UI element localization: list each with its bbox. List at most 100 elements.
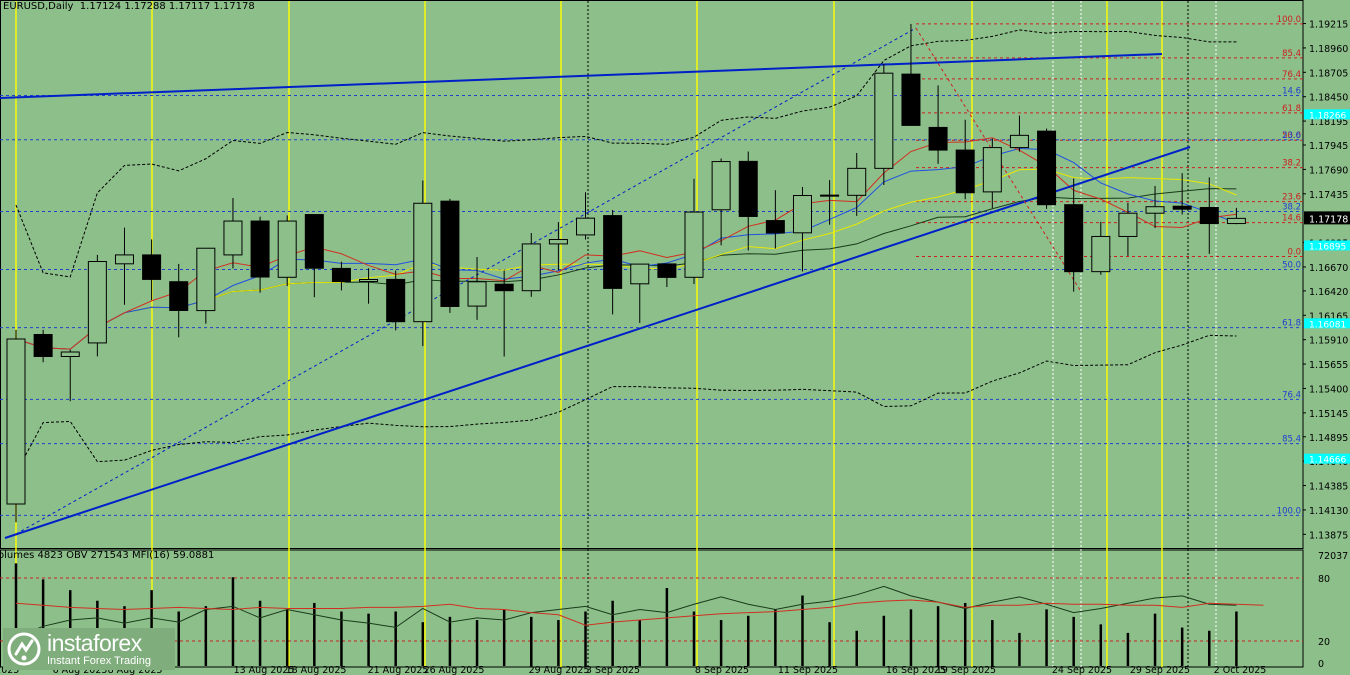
cyan-price-badge (1304, 318, 1350, 329)
y-tick-label: 1.18195 (1309, 117, 1348, 128)
x-date-label: 8 Sep 2025 (695, 665, 749, 675)
x-date-label: 6 Aug 2025 (53, 665, 108, 675)
cyan-price-label: 1.16895 (1309, 242, 1346, 252)
x-date-label: 8 Aug 2025 (108, 665, 163, 675)
fib-red-label: 61.8 (1282, 104, 1301, 114)
candle-body (494, 283, 514, 292)
symbol-timeframe: EURUSD,Daily (3, 1, 74, 12)
fib-blue-label: 100.0 (1277, 506, 1301, 516)
candle-body (955, 149, 975, 194)
candle-body (331, 267, 351, 283)
fib-blue-label: 14.6 (1282, 87, 1301, 97)
y-tick-label: 1.17690 (1309, 165, 1348, 176)
x-date-label: 29 Aug 2025 (529, 665, 590, 675)
instaforex-logo: instaforex Instant Forex Trading (3, 628, 175, 670)
y-tick-label: 1.16670 (1309, 263, 1348, 274)
candle-body (359, 279, 379, 283)
candle-body (250, 220, 270, 278)
candle-body (901, 73, 921, 126)
candle-body (657, 263, 677, 278)
y-tick-label: 1.14385 (1309, 482, 1348, 493)
candle-body (467, 281, 487, 307)
fib-blue-label: 76.4 (1282, 390, 1301, 400)
candle-body (603, 215, 623, 289)
fib-red-label: 0.0 (1287, 247, 1301, 257)
y-tick-label: 1.15655 (1309, 360, 1348, 371)
y-tick-label: 1.17435 (1309, 190, 1348, 201)
current-price-badge (1304, 211, 1350, 225)
indicator-axis-label: 0 (1318, 659, 1324, 670)
x-date-label: 16 Sep 2025 (886, 665, 946, 675)
fib-red-label: 23.6 (1282, 193, 1301, 203)
price-panel-frame (0, 0, 1304, 549)
fib-red-label: 100.0 (1277, 15, 1301, 25)
candle-body (413, 202, 433, 323)
mfi-line (15, 599, 1264, 626)
candle-body (1091, 235, 1111, 273)
ma-red-line (15, 137, 1237, 350)
x-date-label: 18 Aug 2025 (286, 665, 347, 675)
candle-body (982, 147, 1002, 193)
y-tick-label: 1.15145 (1309, 409, 1348, 420)
y-tick-label: 1.15910 (1309, 336, 1348, 347)
y-tick-label: 1.18705 (1309, 68, 1348, 79)
candle-body (1037, 130, 1057, 206)
candle-body (576, 217, 596, 236)
candle-body (792, 195, 812, 234)
fib-blue-label: 23.6 (1282, 131, 1301, 141)
candle-body (114, 254, 134, 265)
x-date-label: 29 Sep 2025 (1130, 665, 1190, 675)
chart-header: EURUSD,Daily 1.17124 1.17288 1.17117 1.1… (3, 1, 255, 12)
x-date-label: 2 Oct 2025 (1214, 665, 1267, 675)
obv-line (15, 585, 1237, 638)
candle-body (87, 261, 107, 344)
fib-blue-label: 38.2 (1282, 202, 1301, 212)
current-price-label: 1.17178 (1309, 214, 1348, 225)
x-date-label: 3 Sep 2025 (586, 665, 640, 675)
indicator-panel-frame (0, 549, 1304, 668)
x-date-label: 11 Sep 2025 (778, 665, 838, 675)
x-date-label: Jul 2025 (0, 665, 19, 675)
x-date-label: 19 Sep 2025 (936, 665, 996, 675)
fib-red-label: 76.4 (1282, 70, 1301, 80)
rising-trendline (4, 146, 1191, 539)
candle-body (169, 281, 189, 311)
indicator-axis-label: 72037 (1318, 551, 1348, 562)
candle-body (684, 211, 704, 278)
candle-body (1009, 134, 1029, 149)
candle-body (711, 161, 731, 211)
fib-red-label: 50.0 (1282, 131, 1301, 141)
indicator-axis-label: 20 (1318, 637, 1330, 648)
fib-blue-label: 85.4 (1282, 435, 1301, 445)
candle-body (6, 338, 26, 505)
candle-body (1172, 205, 1192, 210)
candle-body (277, 220, 297, 278)
x-date-label: 26 Aug 2025 (424, 665, 485, 675)
candle-body (1226, 217, 1246, 225)
candle-body (440, 200, 460, 307)
y-tick-label: 1.14895 (1309, 433, 1348, 444)
candle-body (874, 72, 894, 169)
y-tick-label: 1.14130 (1309, 506, 1348, 517)
candle-body (521, 243, 541, 292)
candle-body (1118, 212, 1138, 237)
candle-body (630, 263, 650, 285)
cyan-price-label: 1.16081 (1309, 320, 1346, 330)
fib-blue-label: 61.8 (1282, 319, 1301, 329)
candle-body (765, 220, 785, 234)
y-tick-label: 1.17945 (1309, 141, 1348, 152)
candle-body (33, 334, 53, 358)
y-tick-label: 1.19215 (1309, 20, 1348, 31)
x-date-label: 13 Aug 2025 (234, 665, 295, 675)
candle-body (928, 126, 948, 151)
logo-tagline: Instant Forex Trading (47, 654, 151, 667)
candle-body (386, 278, 406, 323)
logo-name: instaforex (47, 629, 142, 656)
fib-red-label: 14.6 (1282, 214, 1301, 224)
candle-body (142, 254, 162, 280)
candle-body (1064, 204, 1084, 273)
candle-body (60, 351, 80, 358)
candle-body (196, 247, 216, 312)
candle-body (820, 194, 840, 197)
